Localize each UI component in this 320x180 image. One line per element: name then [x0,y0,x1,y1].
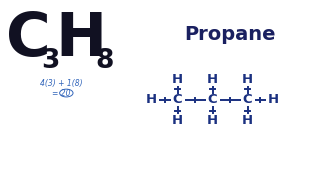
Text: H: H [146,93,157,107]
Text: C: C [208,93,217,107]
Text: H: H [207,73,218,86]
Text: H: H [172,73,183,86]
Text: C: C [6,10,51,69]
Text: H: H [268,93,279,107]
Text: Propane: Propane [184,25,276,44]
Text: = 20: = 20 [52,89,70,98]
Text: 4(3) + 1(8): 4(3) + 1(8) [40,79,83,88]
Text: C: C [243,93,252,107]
Text: C: C [173,93,182,107]
Text: 3: 3 [42,48,60,74]
Text: H: H [172,114,183,127]
Text: H: H [242,114,253,127]
Text: H: H [242,73,253,86]
Text: H: H [55,10,107,69]
Text: H: H [207,114,218,127]
Text: 8: 8 [96,48,114,74]
